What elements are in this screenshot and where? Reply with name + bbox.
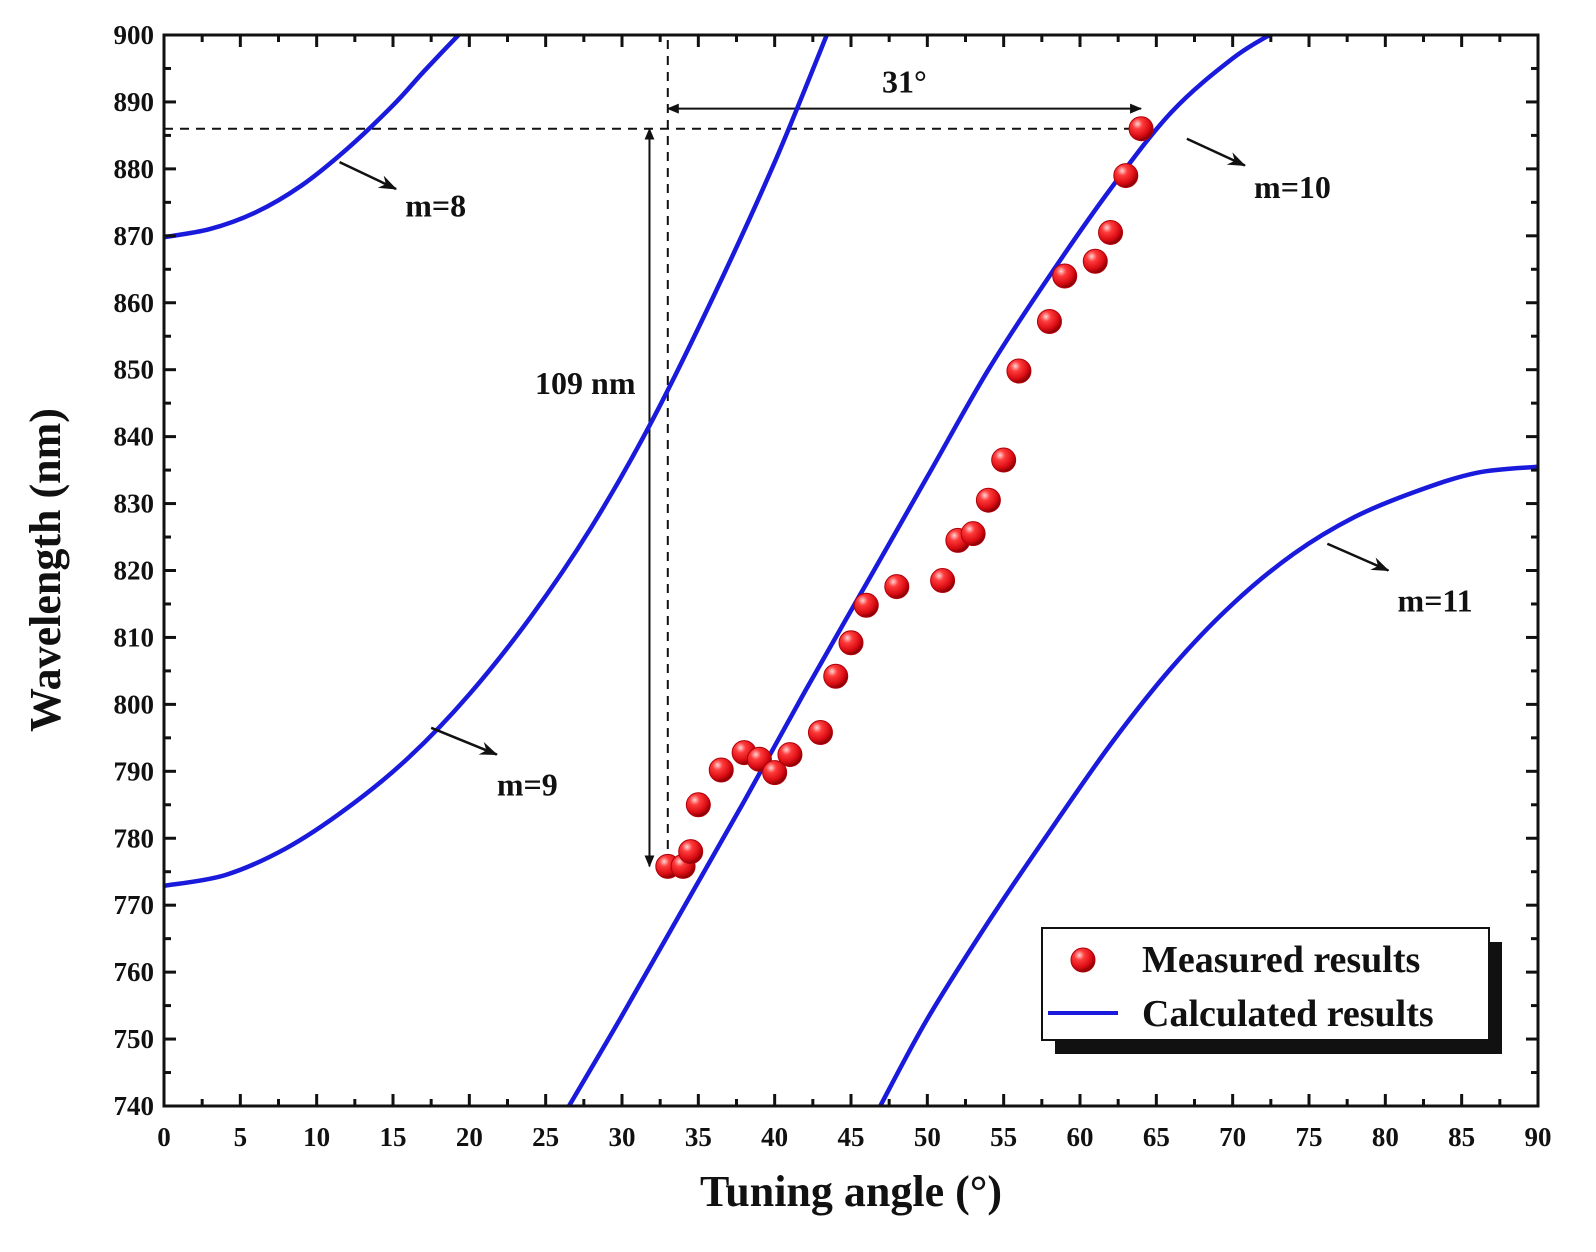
y-tick-label: 780 (114, 823, 155, 853)
measured-point (1128, 116, 1154, 142)
measured-point (930, 568, 956, 594)
y-tick-label: 800 (114, 689, 155, 719)
measured-point (685, 792, 711, 818)
calculated-curve-11 (877, 464, 1538, 1106)
measured-point (823, 663, 849, 689)
measured-point (678, 839, 704, 865)
calculated-curve-8 (164, 35, 462, 240)
y-tick-label: 810 (114, 622, 155, 652)
order-arrow (1186, 137, 1246, 167)
y-tick-label: 850 (114, 355, 155, 385)
x-tick-label: 20 (456, 1122, 483, 1152)
measured-point (853, 592, 879, 618)
order-label: m=8 (405, 188, 466, 224)
measured-point (1052, 263, 1078, 289)
legend-label-measured: Measured results (1142, 939, 1420, 981)
measured-point (1036, 308, 1062, 334)
x-tick-label: 75 (1296, 1122, 1323, 1152)
y-axis: 740 750 760 770 780 790 800 810 820 830 840 850 860 8… (114, 20, 1538, 1121)
measured-point (1113, 163, 1139, 189)
x-axis: 0 5 10 15 20 25 30 35 40 45 50 55 60 65 70 75 80 85 90 (157, 35, 1552, 1152)
y-tick-label: 760 (114, 957, 155, 987)
y-tick-label: 860 (114, 288, 155, 318)
y-tick-label: 740 (114, 1091, 155, 1121)
y-tick-label: 770 (114, 890, 155, 920)
legend-marker-measured (1070, 947, 1096, 973)
y-tick-label: 880 (114, 154, 155, 184)
x-tick-label: 65 (1143, 1122, 1170, 1152)
x-tick-label: 10 (303, 1122, 330, 1152)
measured-point (991, 447, 1017, 473)
delta-wavelength-label: 109 nm (535, 365, 636, 401)
measured-point (1098, 219, 1124, 245)
y-tick-label: 830 (114, 489, 155, 519)
x-tick-label: 15 (380, 1122, 407, 1152)
measured-point (1006, 358, 1032, 384)
delta-angle-label: 31° (882, 64, 927, 100)
measured-point (807, 719, 833, 745)
x-axis-title: Tuning angle (°) (700, 1167, 1002, 1216)
x-tick-label: 30 (609, 1122, 636, 1152)
legend-box (1041, 927, 1490, 1041)
legend: Measured results Calculated results (1041, 927, 1502, 1054)
y-tick-label: 840 (114, 422, 155, 452)
x-tick-label: 5 (234, 1122, 248, 1152)
measured-points (655, 116, 1154, 879)
measured-point (1082, 248, 1108, 274)
y-axis-title: Wavelength (nm) (21, 408, 70, 732)
x-tick-label: 70 (1219, 1122, 1246, 1152)
x-tick-label: 50 (914, 1122, 941, 1152)
order-labels: m=8 m=9 m=10 m=11 (339, 137, 1473, 803)
x-tick-label: 60 (1067, 1122, 1094, 1152)
measured-point (975, 487, 1001, 513)
measured-point (762, 760, 788, 786)
measured-point (708, 757, 734, 783)
x-tick-label: 45 (838, 1122, 865, 1152)
order-arrow (339, 161, 398, 191)
x-tick-label: 90 (1525, 1122, 1552, 1152)
y-tick-label: 820 (114, 556, 155, 586)
measured-point (960, 521, 986, 547)
x-tick-label: 0 (157, 1122, 171, 1152)
order-label: m=11 (1398, 583, 1473, 619)
x-tick-label: 40 (761, 1122, 788, 1152)
x-tick-label: 85 (1448, 1122, 1475, 1152)
order-arrow (1326, 542, 1390, 572)
legend-label-calculated: Calculated results (1142, 993, 1434, 1035)
measured-point (838, 630, 864, 656)
y-tick-label: 750 (114, 1024, 155, 1054)
x-tick-label: 25 (532, 1122, 559, 1152)
x-tick-label: 55 (990, 1122, 1017, 1152)
guide-layer: 31° 109 nm (164, 35, 1143, 868)
y-tick-label: 870 (114, 221, 155, 251)
y-tick-label: 900 (114, 20, 155, 50)
y-tick-label: 890 (114, 87, 155, 117)
calculated-curve-9 (164, 35, 830, 889)
order-label: m=9 (497, 767, 558, 803)
measured-point (884, 574, 910, 600)
x-tick-label: 80 (1372, 1122, 1399, 1152)
order-label: m=10 (1254, 169, 1331, 205)
x-tick-label: 35 (685, 1122, 712, 1152)
order-arrow (430, 726, 498, 756)
y-tick-label: 790 (114, 756, 155, 786)
measured-point (777, 742, 803, 768)
